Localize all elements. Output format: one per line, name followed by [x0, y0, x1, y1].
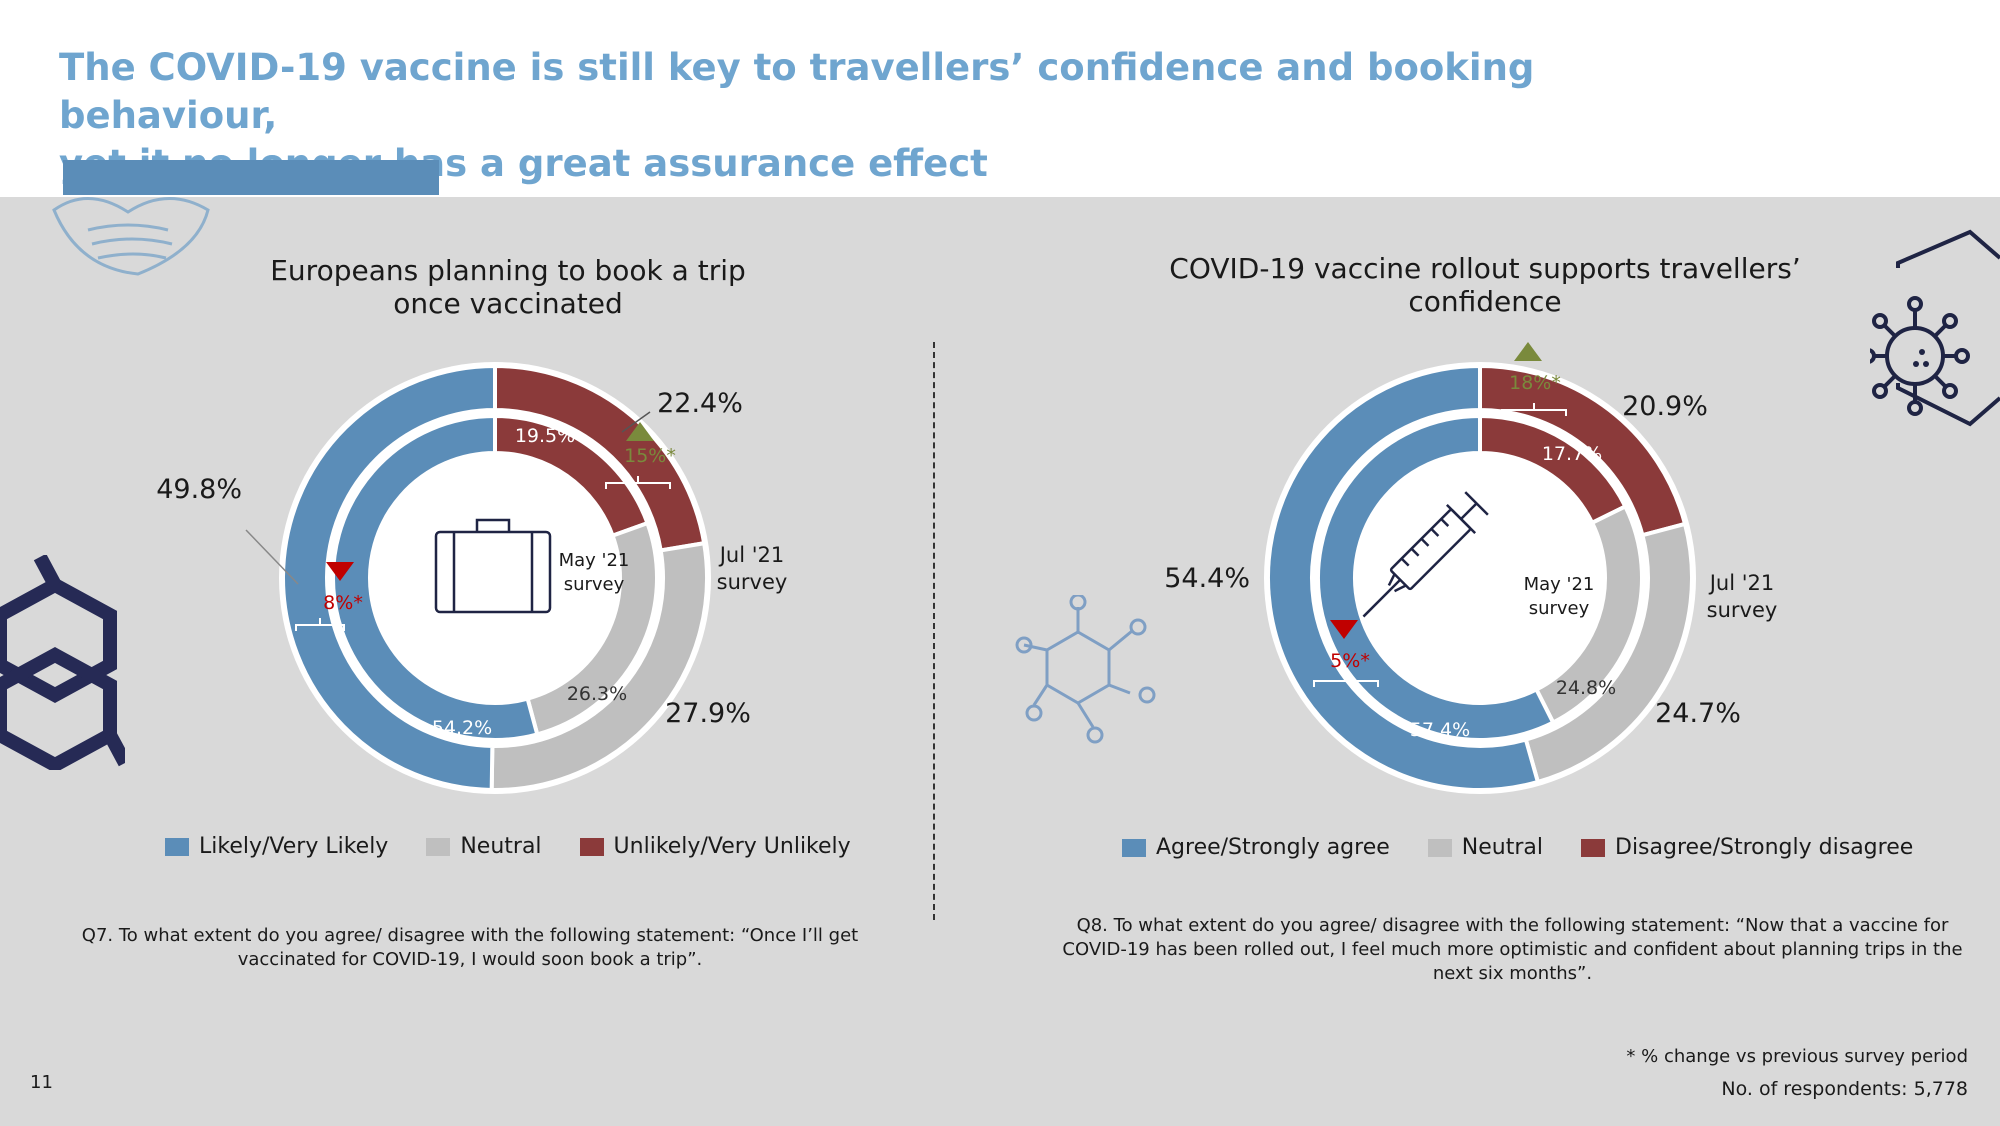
legend-item-disagree: Disagree/Strongly disagree: [1581, 835, 1913, 860]
chart-2-outer-value-label: 20.9%: [1622, 391, 1708, 422]
respondents-count: No. of respondents: 5,778: [1721, 1078, 1968, 1100]
chart-1-outer-ring-label: Jul '21: [718, 543, 785, 567]
change-down-arrow-icon: [1330, 620, 1358, 639]
chart-2-inner-value-label: 24.8%: [1556, 677, 1616, 699]
chart-2-outer-ring-label: Jul '21: [1708, 571, 1775, 595]
chart-1-outer-value-label: 49.8%: [156, 474, 242, 505]
legend-label: Agree/Strongly agree: [1156, 835, 1390, 860]
legend-item-agree: Agree/Strongly agree: [1122, 835, 1390, 860]
change-label: 8%*: [323, 592, 363, 614]
chart-2-legend: Agree/Strongly agree Neutral Disagree/St…: [1122, 835, 1951, 860]
chart-1-outer-segment-0: [281, 363, 497, 793]
chart-1-leader-line: [621, 411, 651, 433]
legend-swatch-red: [1581, 838, 1605, 857]
chart-1-title-line-1: Europeans planning to book a trip: [270, 254, 746, 287]
legend-label: Disagree/Strongly disagree: [1615, 835, 1914, 860]
chart-divider: [933, 342, 935, 920]
chart-1-inner-segment-0: [331, 413, 540, 742]
syringe-flange: [1445, 503, 1477, 535]
syringe-tick: [1410, 547, 1420, 557]
molecule-icon: [1015, 595, 1156, 744]
chart-2-inner-value-label: 17.7%: [1542, 443, 1602, 465]
syringe-shape: [1362, 491, 1489, 618]
legend-swatch-grey: [1427, 838, 1452, 857]
syringe-tip: [1387, 573, 1396, 587]
chart-2-question: Q8. To what extent do you agree/ disagre…: [1062, 915, 1963, 984]
syringe-needle: [1362, 578, 1402, 618]
legend-swatch-red: [579, 837, 604, 856]
chart-1-outer-value-label: 22.4%: [657, 388, 743, 419]
syringe-icon: [1362, 491, 1489, 618]
chart-2-title-line-1: COVID-19 vaccine rollout supports travel…: [1169, 252, 1801, 285]
change-up-arrow-icon: [1514, 342, 1542, 361]
legend-label: Likely/Very Likely: [199, 834, 389, 859]
legend-item-neutral: Neutral: [1427, 835, 1543, 860]
legend-swatch-grey: [426, 837, 451, 856]
chart-1-legend: Likely/Very Likely Neutral Unlikely/Very…: [165, 834, 889, 859]
chart-2-title: COVID-19 vaccine rollout supports travel…: [1135, 252, 1835, 318]
change-bracket: [295, 618, 345, 631]
change-bracket: [1501, 403, 1567, 416]
syringe-tick: [1430, 528, 1440, 537]
chart-1-center: [371, 454, 619, 702]
chart-1-inner-value-label: 26.3%: [567, 683, 627, 705]
chart-1-inner-ring-label: May '21: [559, 550, 630, 571]
chart-2-outer-value-label: 24.7%: [1655, 698, 1741, 729]
legend-item-unlikely: Unlikely/Very Unlikely: [579, 834, 851, 859]
legend-item-likely: Likely/Very Likely: [165, 834, 388, 859]
face-mask-icon: [52, 197, 210, 276]
change-bracket: [605, 476, 671, 489]
chart-2-outer-value-label: 54.4%: [1164, 563, 1250, 594]
syringe-tip: [1393, 584, 1407, 593]
chart-2-center: [1356, 454, 1604, 702]
chart-1-title: Europeans planning to book a trip once v…: [258, 254, 758, 320]
page-number: 11: [30, 1072, 53, 1093]
chart-2-title-line-2: confidence: [1408, 285, 1562, 318]
syringe-tick: [1440, 518, 1450, 527]
chart-2-outer-segment-0: [1266, 363, 1541, 792]
chart-1-inner-value-label: 54.2%: [432, 717, 492, 739]
chart-1-question: Q7. To what extent do you agree/ disagre…: [81, 925, 859, 970]
legend-label: Unlikely/Very Unlikely: [613, 834, 851, 859]
chart-2-inner-ring-label: survey: [1529, 598, 1590, 619]
chart-1-inner-value-label: 19.5%: [515, 425, 575, 447]
change-up-arrow-icon: [626, 422, 654, 441]
syringe-tick: [1420, 537, 1430, 547]
chart-1-outer-ring-label: survey: [717, 570, 788, 594]
syringe-plunger-head: [1464, 491, 1489, 516]
hexagon-molecule-icon: [0, 555, 125, 770]
title-accent-bar: [63, 160, 439, 195]
change-label: 15%*: [624, 445, 676, 467]
chart-2-outer-ring-label: survey: [1707, 598, 1778, 622]
legend-label: Neutral: [460, 834, 542, 859]
chart-2-inner-segment-0: [1316, 413, 1556, 742]
chart-2-inner-ring-label: May '21: [1524, 574, 1595, 595]
chart-1-outer-value-label: 27.9%: [665, 698, 751, 729]
chart-2-inner-value-label: 57.4%: [1410, 719, 1470, 741]
syringe-tick: [1400, 557, 1410, 567]
chart-1-title-line-2: once vaccinated: [393, 287, 623, 320]
suitcase-icon: [434, 518, 552, 614]
virus-icon: [1870, 229, 2000, 427]
syringe-plunger: [1460, 502, 1478, 520]
legend-item-neutral: Neutral: [426, 834, 542, 859]
suitcase-body: [434, 530, 552, 614]
legend-swatch-blue: [165, 837, 189, 856]
change-footnote: * % change vs previous survey period: [1626, 1046, 1968, 1067]
legend-label: Neutral: [1461, 835, 1543, 860]
change-bracket: [1313, 674, 1379, 687]
suitcase-handle: [475, 518, 511, 532]
legend-swatch-blue: [1122, 838, 1146, 857]
change-label: 5%*: [1330, 650, 1370, 672]
chart-1-inner-ring-label: survey: [564, 574, 625, 595]
title-line-1: The COVID-19 vaccine is still key to tra…: [59, 46, 1535, 137]
change-down-arrow-icon: [326, 562, 354, 581]
chart-1-leader-line: [245, 529, 299, 585]
change-label: 18%*: [1509, 372, 1561, 394]
